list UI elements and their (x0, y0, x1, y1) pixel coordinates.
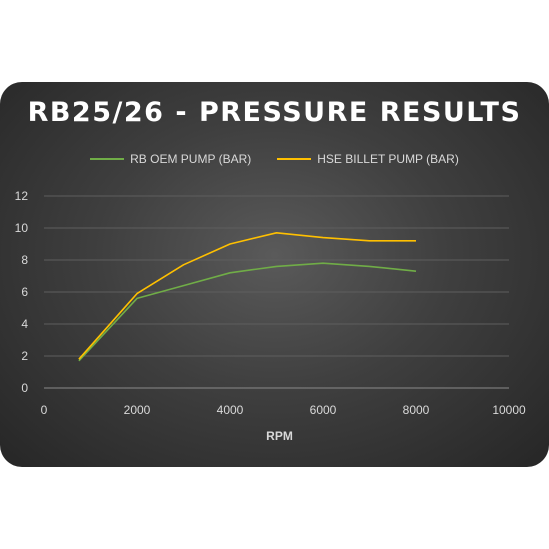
y-tick-label: 12 (15, 189, 29, 203)
y-tick-label: 4 (21, 317, 28, 331)
series-line-1 (78, 232, 416, 360)
x-tick-label: 0 (41, 403, 48, 417)
chart-card: RB25/26 - PRESSURE RESULTS RB OEM PUMP (… (0, 82, 549, 467)
legend-item-billet: HSE BILLET PUMP (BAR) (277, 152, 459, 166)
legend-swatch-oem (90, 158, 125, 160)
x-axis-label: RPM (266, 429, 293, 443)
y-tick-label: 8 (21, 253, 28, 267)
y-tick-label: 6 (21, 285, 28, 299)
x-tick-label: 6000 (310, 403, 337, 417)
y-tick-label: 10 (15, 221, 29, 235)
y-tick-label: 2 (21, 349, 28, 363)
chart-title: RB25/26 - PRESSURE RESULTS (27, 97, 522, 128)
legend-item-oem: RB OEM PUMP (BAR) (90, 152, 251, 166)
y-tick-label: 0 (21, 381, 28, 395)
chart-legend: RB OEM PUMP (BAR) HSE BILLET PUMP (BAR) (0, 152, 549, 166)
legend-label-billet: HSE BILLET PUMP (BAR) (317, 152, 459, 166)
legend-label-oem: RB OEM PUMP (BAR) (130, 152, 252, 166)
legend-swatch-billet (277, 158, 312, 160)
x-tick-label: 4000 (217, 403, 244, 417)
x-tick-label: 2000 (124, 403, 151, 417)
series-line-0 (78, 262, 417, 362)
x-tick-label: 10000 (492, 403, 526, 417)
line-chart: 0 2 4 6 8 10 12 0 2000 4000 6000 8000 10000 RPM (15, 189, 526, 443)
x-tick-label: 8000 (403, 403, 430, 417)
